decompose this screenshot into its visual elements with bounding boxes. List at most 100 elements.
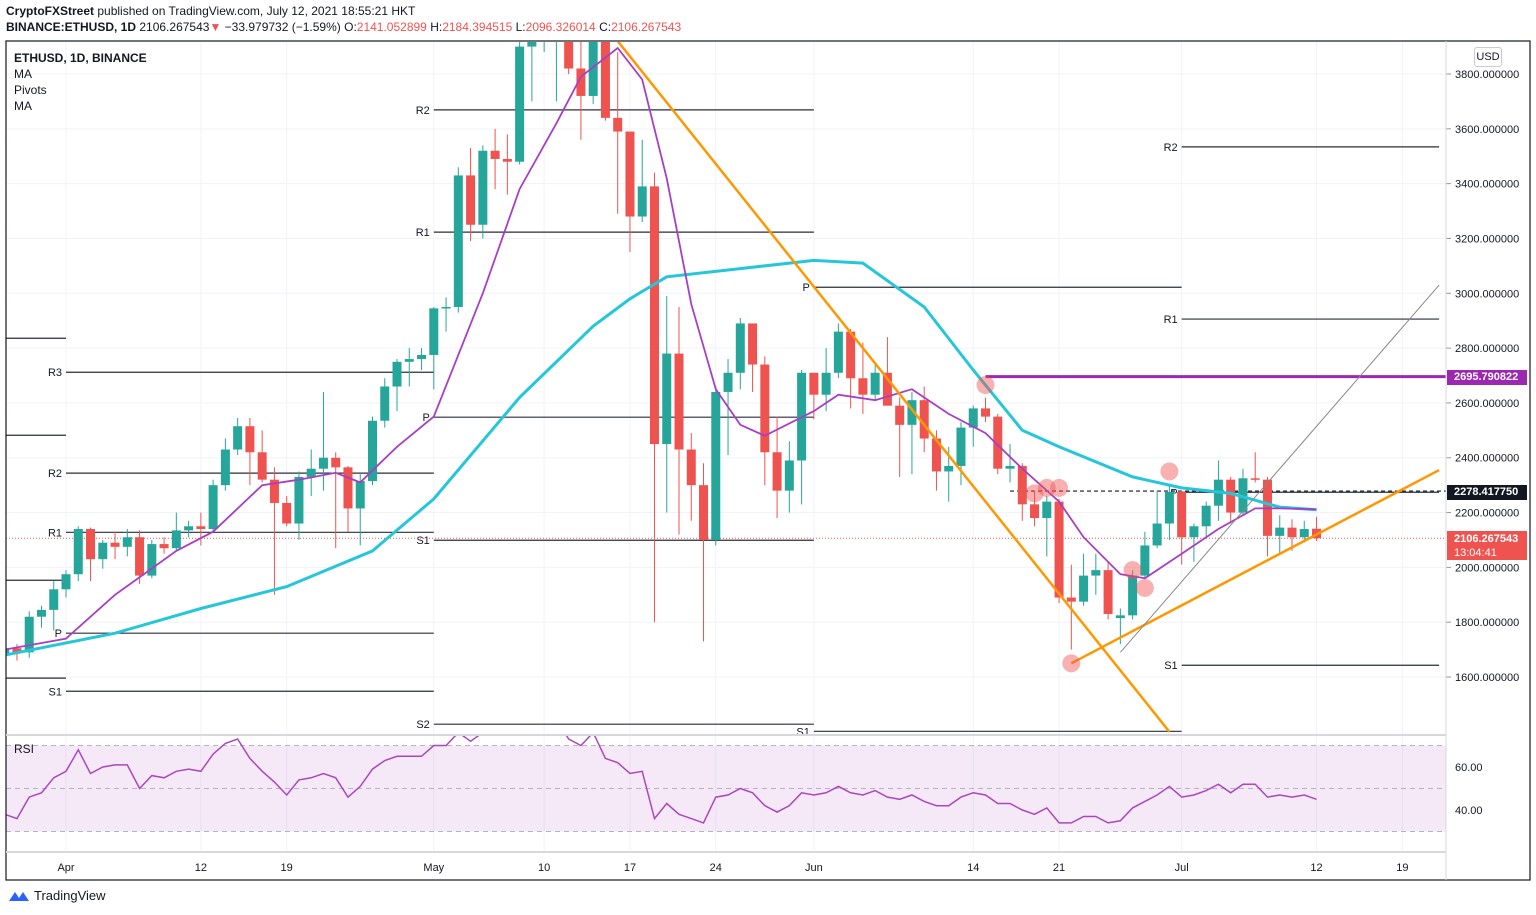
candle-body <box>919 400 929 439</box>
legend-ma-fast[interactable]: MA <box>14 67 32 81</box>
pivot-label: S2 <box>416 719 429 731</box>
time-tick-label: 19 <box>281 862 293 874</box>
pivot-label: R2 <box>48 468 62 480</box>
candle-body <box>233 426 243 450</box>
candle-body <box>196 526 206 530</box>
candle-body <box>257 452 267 480</box>
candle-body <box>1299 529 1309 538</box>
pivot-label: P <box>55 628 62 640</box>
candle-body <box>1005 465 1015 469</box>
candle-body <box>1177 492 1187 538</box>
indicator-legend: ETHUSD, 1D, BINANCE MA Pivots MA <box>14 50 147 114</box>
ma-slow-line <box>6 258 1317 657</box>
last-price: 2106.267543 <box>139 20 210 34</box>
bar-countdown: 13:04:41 <box>1454 547 1497 559</box>
rsi-pane[interactable] <box>5 720 1446 832</box>
candle-body <box>784 460 794 491</box>
candle-body <box>466 175 476 225</box>
published-text: published on TradingView.com, July 12, 2… <box>94 4 416 18</box>
candle-body <box>1091 570 1101 576</box>
close-label: C: <box>599 20 612 34</box>
rsi-tick-label: 60.00 <box>1455 762 1483 774</box>
candle-body <box>208 485 218 530</box>
purple-level-badge: 2695.790822 <box>1447 370 1527 385</box>
candle-body <box>993 416 1003 469</box>
candle-body <box>331 457 341 468</box>
main-pane[interactable]: R3 R2 R1 P S1 R2 R1 P S1 S2 P S1 R2 R1 P S1 <box>0 0 1446 738</box>
candle-body <box>6 648 10 656</box>
candle-body <box>1054 501 1064 598</box>
legend-pivots[interactable]: Pivots <box>14 83 47 97</box>
ma-fast-line <box>6 46 1317 651</box>
candle-body <box>220 449 230 486</box>
candle-body <box>686 449 696 486</box>
current-price-badge: 2106.267543 13:04:41 <box>1447 531 1527 560</box>
candle-body <box>637 186 647 217</box>
time-tick-label: 10 <box>538 862 550 874</box>
currency-button[interactable]: USD <box>1474 47 1502 67</box>
publisher-name[interactable]: CryptoFXStreet <box>6 4 95 18</box>
footer-brand-text: TradingView <box>34 888 106 903</box>
axes: 1600.000000 1800.000000 2000.000000 2200.00… <box>57 69 1519 874</box>
candle-body <box>294 476 304 524</box>
candle-body <box>1115 615 1125 619</box>
candle-body <box>86 529 96 560</box>
candle-body <box>931 438 941 472</box>
ohlc-header: BINANCE:ETHUSD, 1D 2106.267543▼ −33.9797… <box>6 20 681 34</box>
legend-ma-slow[interactable]: MA <box>14 99 32 113</box>
candle-body <box>1287 527 1297 538</box>
down-arrow-icon: ▼ <box>209 20 222 34</box>
price-tick-label: 2000.000000 <box>1455 562 1519 574</box>
candle-body <box>110 542 120 547</box>
candle-body <box>1079 575 1089 602</box>
price-change: −33.979732 (−1.59%) <box>224 20 341 34</box>
candle-body <box>846 331 856 379</box>
high-label: H: <box>430 20 443 34</box>
candle-body <box>588 42 598 96</box>
candle-body <box>184 526 194 531</box>
current-price-value: 2106.267543 <box>1454 533 1519 545</box>
pivot-label: R1 <box>416 227 430 239</box>
candle-body <box>564 42 574 69</box>
rsi-legend[interactable]: RSI <box>14 742 35 756</box>
candle-body <box>1201 505 1211 527</box>
candle-body <box>1030 504 1040 519</box>
price-tick-label: 2600.000000 <box>1455 398 1519 410</box>
open-value: 2141.052899 <box>356 20 427 34</box>
pivot-label: P <box>1170 487 1177 499</box>
open-label: O: <box>344 20 357 34</box>
candle-body <box>1017 465 1027 505</box>
candle-body <box>392 361 402 387</box>
price-tick-label: 3600.000000 <box>1455 124 1519 136</box>
candle-body <box>882 372 892 406</box>
candle-body <box>613 117 623 132</box>
candle-body <box>956 427 966 466</box>
candle-body <box>527 42 537 47</box>
candle-body <box>858 378 868 395</box>
candle-body <box>380 386 390 421</box>
candle-body <box>625 131 635 217</box>
pivot-label: S1 <box>1164 660 1177 672</box>
time-tick-label: Apr <box>57 862 74 874</box>
candle-body <box>355 481 365 509</box>
candle-body <box>73 529 83 575</box>
time-tick-label: 14 <box>967 862 979 874</box>
candle-body <box>981 408 990 417</box>
footer-brand[interactable]: TradingView <box>8 888 106 903</box>
candle-body <box>49 589 59 610</box>
touch-marker <box>1050 478 1069 497</box>
rsi-tick-label: 40.00 <box>1455 805 1483 817</box>
candle-body <box>1275 527 1285 536</box>
price-tick-label: 2800.000000 <box>1455 343 1519 355</box>
candle-body <box>968 408 978 428</box>
candle-body <box>171 530 181 549</box>
trendline-channel <box>1119 284 1440 653</box>
pivot-label: R3 <box>48 367 62 379</box>
candle-body <box>1152 523 1162 546</box>
candle-body <box>122 537 132 547</box>
touch-marker <box>1062 654 1081 673</box>
close-value: 2106.267543 <box>611 20 682 34</box>
legend-title[interactable]: ETHUSD, 1D, BINANCE <box>14 51 147 65</box>
candle-body <box>895 405 905 425</box>
